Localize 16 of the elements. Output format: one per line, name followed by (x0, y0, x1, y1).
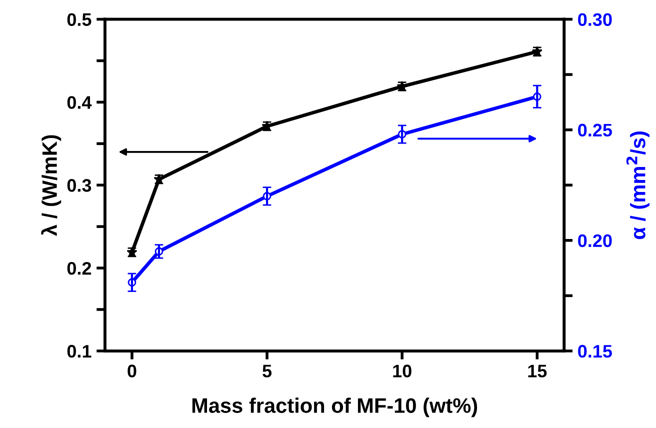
y-axis-title: λ / (W/mK) (41, 135, 62, 236)
y-tick-label: 0.2 (67, 262, 92, 275)
x-tick-label: 10 (393, 364, 412, 378)
y-tick-label: 0.1 (67, 344, 92, 358)
y2-tick-label: 0.30 (578, 13, 612, 26)
x-axis-title: Mass fraction of MF-10 (wt%) (192, 398, 478, 418)
y2-tick-label: 0.25 (578, 124, 612, 137)
x-tick-label: 5 (262, 364, 272, 378)
y-tick-label: 0.4 (67, 96, 92, 109)
y-tick-label: 0.3 (67, 179, 92, 192)
y-tick-label: 0.5 (67, 13, 92, 26)
x-tick-label: 0 (128, 364, 136, 378)
y2-tick-label: 0.15 (578, 344, 612, 358)
y2-axis-title: α / (mm$^{2}$/s) (626, 132, 650, 240)
x-tick-label: 15 (528, 364, 547, 378)
y2-tick-label: 0.20 (578, 234, 612, 248)
